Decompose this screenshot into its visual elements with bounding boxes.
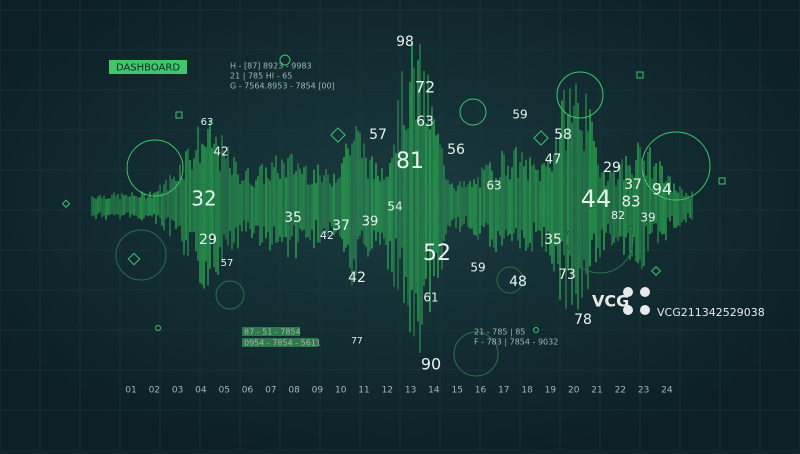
floating-number: 37 (332, 218, 350, 234)
axis-label: 03 (172, 386, 183, 396)
floating-number: 42 (320, 229, 334, 242)
axis-label: 24 (661, 386, 673, 396)
floating-number: 44 (581, 185, 612, 213)
info-line: G - 7564.8953 - 7854 [00] (230, 82, 335, 91)
floating-number: 37 (624, 177, 642, 193)
floating-number: 94 (652, 180, 672, 199)
waveform (91, 41, 693, 353)
floating-number: 39 (640, 211, 655, 225)
axis-label: 14 (428, 386, 440, 396)
axis-label: 22 (615, 386, 626, 396)
axis-label: 08 (288, 386, 300, 396)
axis-label: 21 (591, 386, 602, 396)
floating-number: 63 (416, 114, 434, 130)
axis-label: 15 (451, 386, 462, 396)
floating-number: 78 (574, 312, 592, 328)
axis-label: 11 (358, 386, 369, 396)
info-line: H - [87] 8923 - 9983 (230, 62, 312, 71)
floating-number: 32 (191, 187, 216, 211)
watermark-id: VCG211342529038 (657, 306, 765, 319)
title: DASHBOARD (116, 63, 180, 74)
floating-number: 63 (486, 179, 501, 193)
floating-number: 73 (558, 267, 576, 283)
floating-number: 72 (415, 78, 435, 97)
floating-number: 63 (201, 117, 214, 128)
axis-label: 23 (638, 386, 649, 396)
boxed-line: 87 - 51 - 7854 (244, 328, 301, 337)
floating-number: 35 (544, 232, 562, 248)
axis-label: 18 (521, 386, 533, 396)
floating-number: 81 (396, 149, 424, 174)
axis-label: 16 (475, 386, 487, 396)
floating-number: 56 (447, 142, 465, 158)
floating-number: 29 (199, 232, 217, 248)
floating-number: 54 (387, 200, 402, 214)
axis-label: 10 (335, 386, 347, 396)
title-badge (109, 60, 187, 74)
info-line: 21 | 785 HI - 65 (230, 72, 292, 81)
axis-label: 06 (242, 386, 254, 396)
floating-number: 57 (221, 258, 234, 269)
box (242, 327, 300, 336)
floating-number: 39 (362, 215, 379, 230)
axis-label: 17 (498, 386, 509, 396)
floating-number: 83 (621, 193, 640, 211)
floating-number: 35 (284, 210, 302, 226)
decor-shapes (61, 54, 726, 377)
axis-label: 20 (568, 386, 580, 396)
floating-number: 61 (423, 291, 438, 305)
axis-label: 05 (218, 386, 229, 396)
floating-number: 47 (545, 153, 562, 168)
floating-number: 52 (423, 241, 451, 266)
floating-number: 90 (421, 355, 441, 374)
floating-number: 42 (213, 145, 228, 159)
info-line: F - 783 | 7854 - 9032 (474, 338, 558, 347)
axis-label: 19 (545, 386, 557, 396)
axis-label: 09 (312, 386, 324, 396)
axis-label: 02 (149, 386, 160, 396)
floating-number: 58 (554, 127, 572, 143)
floating-number: 77 (351, 337, 362, 347)
axis-label: 01 (125, 386, 136, 396)
axis-label: 07 (265, 386, 276, 396)
box (242, 338, 318, 347)
axis-label: 13 (405, 386, 416, 396)
floating-number: 82 (611, 209, 625, 222)
watermark: VCG VCG211342529038 (592, 287, 765, 319)
floating-number: 98 (396, 34, 414, 50)
floating-number: 59 (512, 108, 527, 122)
axis-label: 04 (195, 386, 207, 396)
info-line: 21 - 785 | 85 (474, 328, 525, 337)
axis: 01 02 03 04 05 06 07 08 09 10 11 12 13 14 15 16 17 18 19 20… (125, 386, 673, 396)
axis-label: 12 (382, 386, 393, 396)
watermark-logo: VCG (592, 292, 629, 311)
floating-number: 29 (603, 160, 621, 176)
floating-number: 59 (470, 261, 485, 275)
floating-number: 48 (509, 274, 527, 290)
floating-number: 57 (369, 127, 387, 143)
floating-number: 42 (348, 270, 366, 286)
boxed-line: 0954 - 7854 - 5611 (244, 339, 321, 348)
